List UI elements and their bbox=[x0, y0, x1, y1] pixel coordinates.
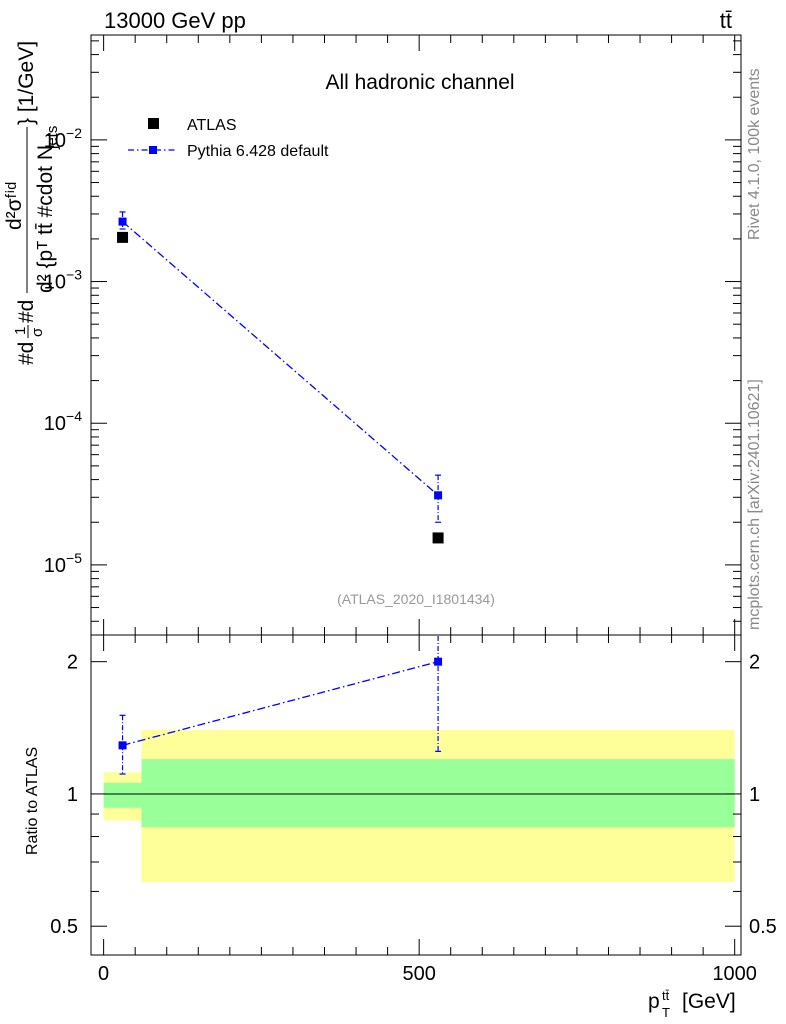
analysis-reference: (ATLAS_2020_I1801434) bbox=[337, 591, 495, 607]
ylabel-mid-d: #d bbox=[15, 300, 38, 323]
main-y-tick-label: 10−3 bbox=[44, 267, 82, 294]
main-y-tick-label: 10−2 bbox=[44, 125, 82, 152]
ratio-y-tick-label-right: 2 bbox=[749, 652, 760, 674]
ratio-x-ticks: 0 500 1000 bbox=[98, 635, 757, 985]
mcplots-label: mcplots.cern.ch [arXiv:2401.10621] bbox=[746, 379, 763, 630]
main-x-ticks bbox=[103, 35, 736, 635]
ratio-pythia-line bbox=[122, 661, 439, 746]
ratio-y-tick-label-left: 1 bbox=[67, 784, 78, 806]
ratio-panel: 0.5 0.5 1 1 2 2 0 500 1000 Ratio to ATLAS p tt̄… bbox=[24, 634, 777, 1020]
xlabel-base: p bbox=[648, 990, 660, 1013]
header-energy-label: 13000 GeV pp bbox=[104, 8, 246, 33]
ratio-y-tick-label-left: 0.5 bbox=[50, 916, 78, 938]
main-y-axis-label: #d 1 σ #d d²σᶠⁱᵈ d² {pᵀ tt̄ #cdot N jets… bbox=[3, 41, 61, 365]
main-y-ticks: 10−5 10−4 10−3 10−2 bbox=[44, 40, 741, 622]
ratio-frame bbox=[90, 634, 742, 956]
xlabel-sub: T bbox=[662, 1005, 670, 1020]
xlabel-sup: tt̄ bbox=[662, 988, 670, 1003]
ylabel-den-sub: jets bbox=[44, 126, 61, 150]
ratio-y-tick-label-left: 2 bbox=[67, 652, 78, 674]
x-tick-label: 1000 bbox=[712, 963, 757, 985]
atlas-data-point bbox=[117, 231, 129, 243]
x-tick-label: 500 bbox=[402, 963, 435, 985]
main-y-tick-label: 10−5 bbox=[44, 550, 82, 577]
ylabel-unit: } [1/GeV] bbox=[15, 41, 38, 125]
x-tick-label: 0 bbox=[98, 963, 109, 985]
ratio-y-ticks: 0.5 0.5 1 1 2 2 bbox=[50, 652, 777, 939]
main-panel: 10−5 10−4 10−3 10−2 All hadronic channel (A… bbox=[3, 34, 742, 636]
ylabel-frac-den: σ bbox=[29, 327, 46, 337]
ratio-y-tick-label-right: 0.5 bbox=[749, 916, 777, 938]
ylabel-frac-num: 1 bbox=[12, 327, 29, 335]
ratio-y-tick-label-right: 1 bbox=[749, 784, 760, 806]
uncertainty-band-green bbox=[103, 782, 142, 808]
pythia-line bbox=[122, 221, 439, 496]
ylabel-outer-d: #d bbox=[15, 342, 38, 365]
uncertainty-band-green bbox=[141, 759, 735, 828]
header-process-label: tt̄ bbox=[720, 8, 732, 33]
ylabel-numerator: d²σᶠⁱᵈ bbox=[3, 182, 26, 230]
x-axis-label: p tt̄ T [GeV] bbox=[648, 988, 736, 1020]
legend-pythia-marker bbox=[149, 146, 157, 154]
ratio-pythia-point bbox=[434, 657, 443, 666]
chart-title: All hadronic channel bbox=[325, 71, 514, 94]
ylabel-denominator: d² {pᵀ tt̄ #cdot N bbox=[34, 145, 57, 293]
legend-pythia-label: Pythia 6.428 default bbox=[187, 143, 329, 160]
pythia-data-point bbox=[434, 491, 443, 500]
ratio-pythia-point bbox=[118, 741, 127, 750]
rivet-label: Rivet 4.1.0, 100k events bbox=[746, 68, 763, 240]
legend: ATLAS Pythia 6.428 default bbox=[128, 117, 329, 160]
legend-atlas-marker bbox=[148, 118, 159, 129]
pythia-data-point bbox=[118, 217, 127, 226]
xlabel-unit: [GeV] bbox=[682, 990, 736, 1013]
atlas-data-point bbox=[432, 532, 444, 544]
main-plot-area bbox=[117, 211, 444, 544]
ratio-y-axis-label: Ratio to ATLAS bbox=[24, 747, 41, 855]
legend-atlas-label: ATLAS bbox=[187, 117, 237, 134]
main-y-tick-label: 10−4 bbox=[44, 408, 82, 435]
ratio-plot-area bbox=[103, 636, 735, 883]
